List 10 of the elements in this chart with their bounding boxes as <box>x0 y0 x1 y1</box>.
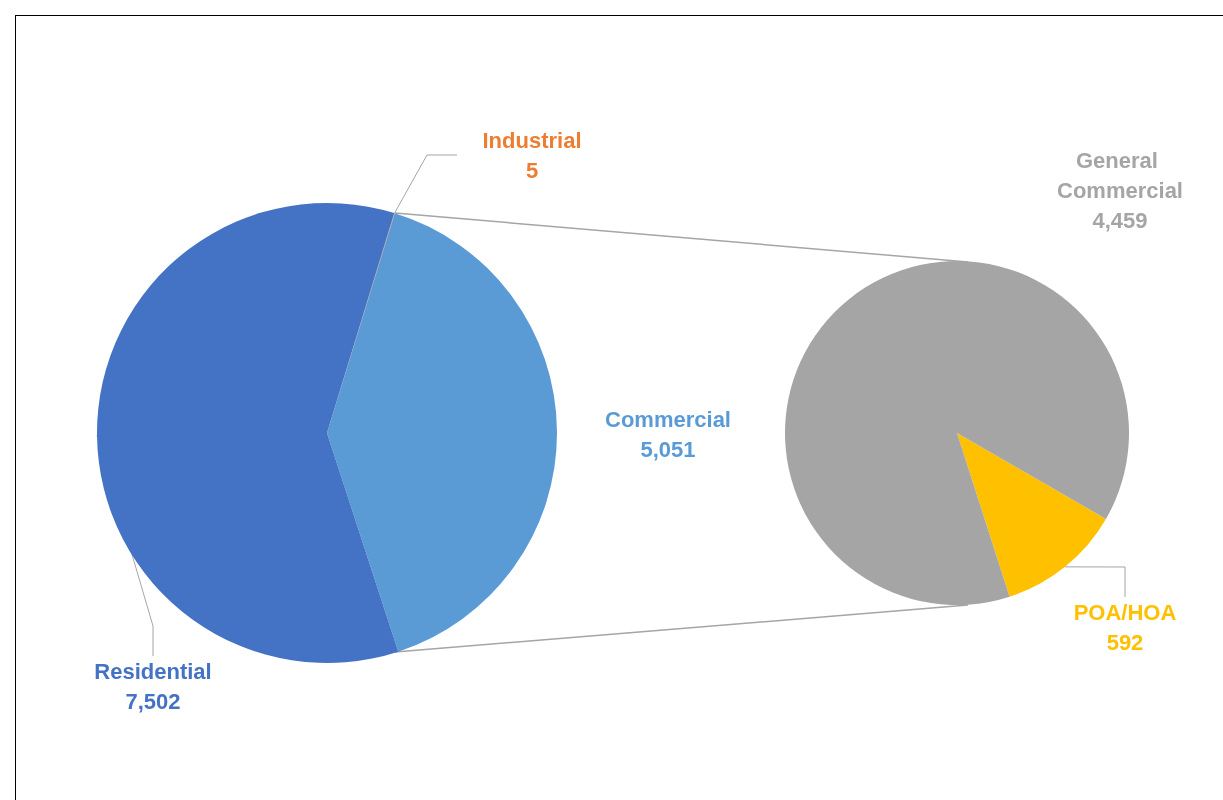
data-label: 7,502 <box>125 688 181 714</box>
data-label: 4,459 <box>1092 207 1148 233</box>
slice-label: Commercial <box>605 406 731 432</box>
slice-label: Industrial <box>482 127 582 153</box>
slice-label: Residential <box>94 658 212 684</box>
data-label: 5 <box>525 157 539 183</box>
data-label: 592 <box>1106 629 1144 655</box>
data-label: 5,051 <box>640 436 696 462</box>
slice-label: POA/HOA <box>1073 599 1177 625</box>
slice-label: General Commercial <box>1057 147 1183 203</box>
